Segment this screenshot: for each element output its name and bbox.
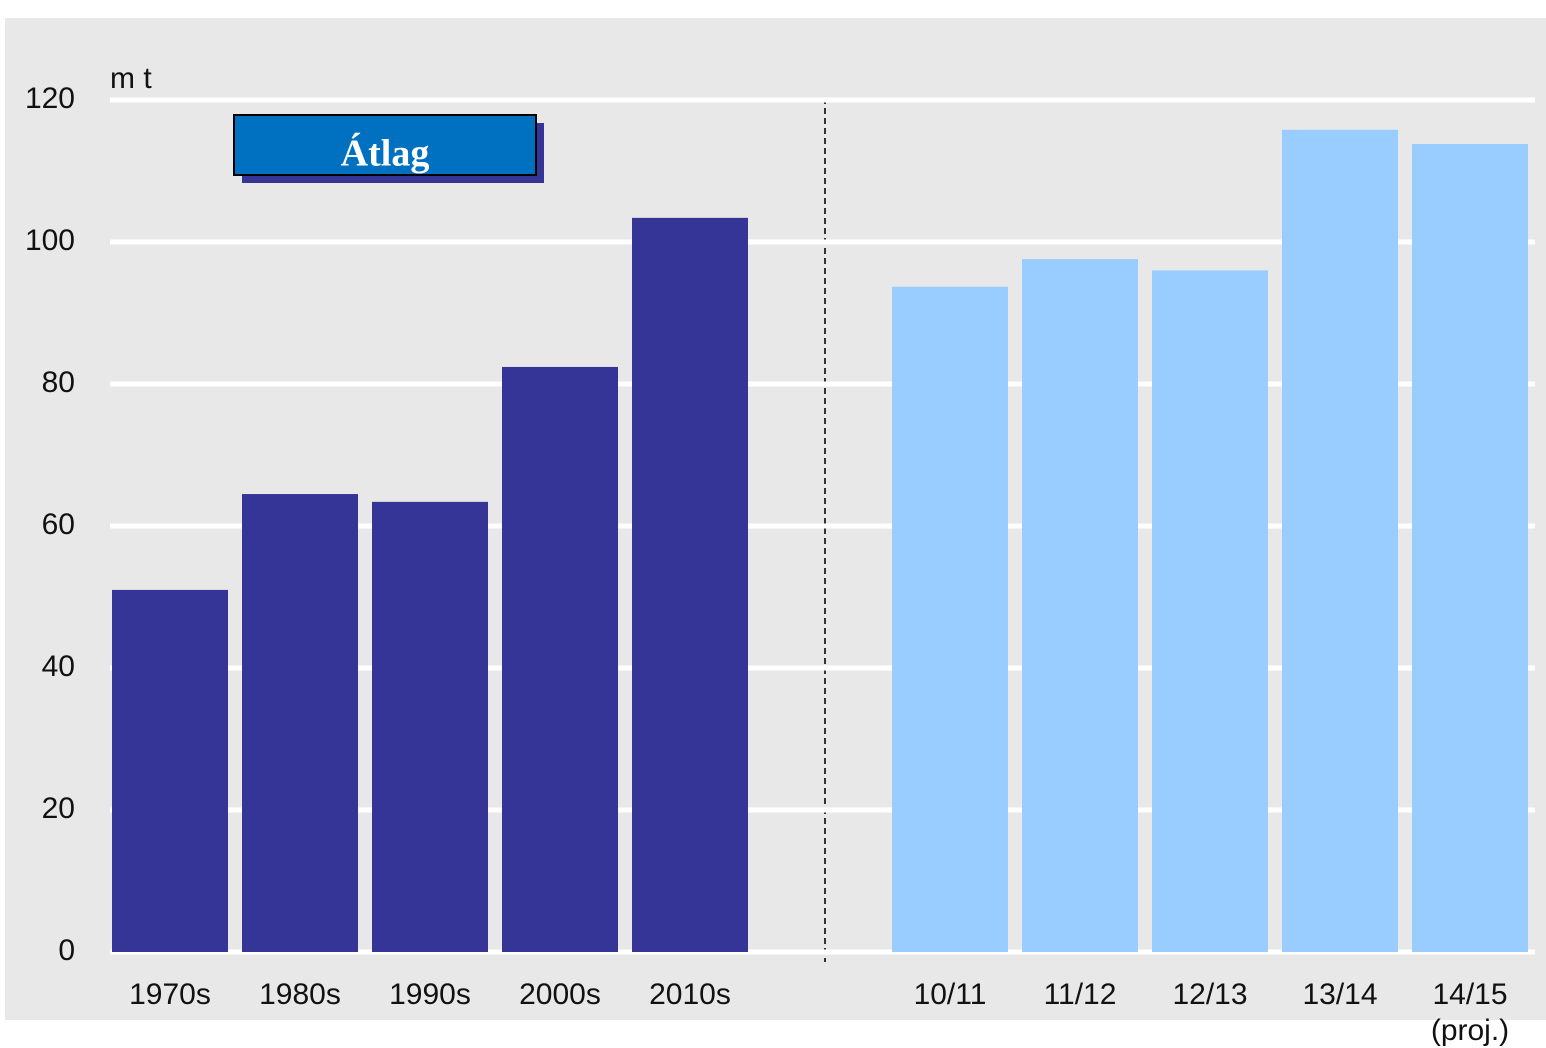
bar	[1412, 144, 1528, 952]
y-unit: m t	[110, 62, 152, 95]
y-tick-label: 60	[42, 508, 75, 541]
y-tick-label: 40	[42, 650, 75, 683]
annotation-box	[233, 114, 537, 176]
bar	[242, 494, 358, 952]
x-tick-label: 14/15 (proj.)	[1431, 978, 1509, 1047]
annotation: Átlag	[341, 133, 430, 175]
x-tick-label: 11/12	[1044, 978, 1117, 1011]
x-tick-label: 13/14	[1302, 978, 1377, 1011]
x-tick-label: 2010s	[649, 978, 731, 1011]
bar	[632, 217, 748, 953]
y-tick-label: 20	[42, 792, 75, 825]
x-tick-label: 12/13	[1172, 978, 1247, 1011]
y-tick-label: 80	[42, 366, 75, 399]
x-tick-label: 1990s	[389, 978, 471, 1011]
bar	[502, 366, 618, 953]
x-tick-label: 2000s	[519, 978, 601, 1011]
bar	[892, 286, 1008, 953]
bar	[1282, 129, 1398, 952]
bar	[112, 589, 228, 952]
y-tick-label: 120	[25, 82, 75, 115]
x-tick-label: 10/11	[914, 978, 987, 1011]
x-tick-label: 1980s	[259, 978, 341, 1011]
bars: 1970s 1980s 1990s 2000s 2010s 10/11 11/12 12/13…	[112, 129, 1528, 1047]
x-tick-label: 1970s	[129, 978, 211, 1011]
y-tick-label: 100	[25, 224, 75, 257]
bar	[1022, 259, 1138, 952]
bar	[1152, 270, 1268, 952]
y-tick-label: 0	[58, 934, 75, 967]
bar	[372, 501, 488, 952]
